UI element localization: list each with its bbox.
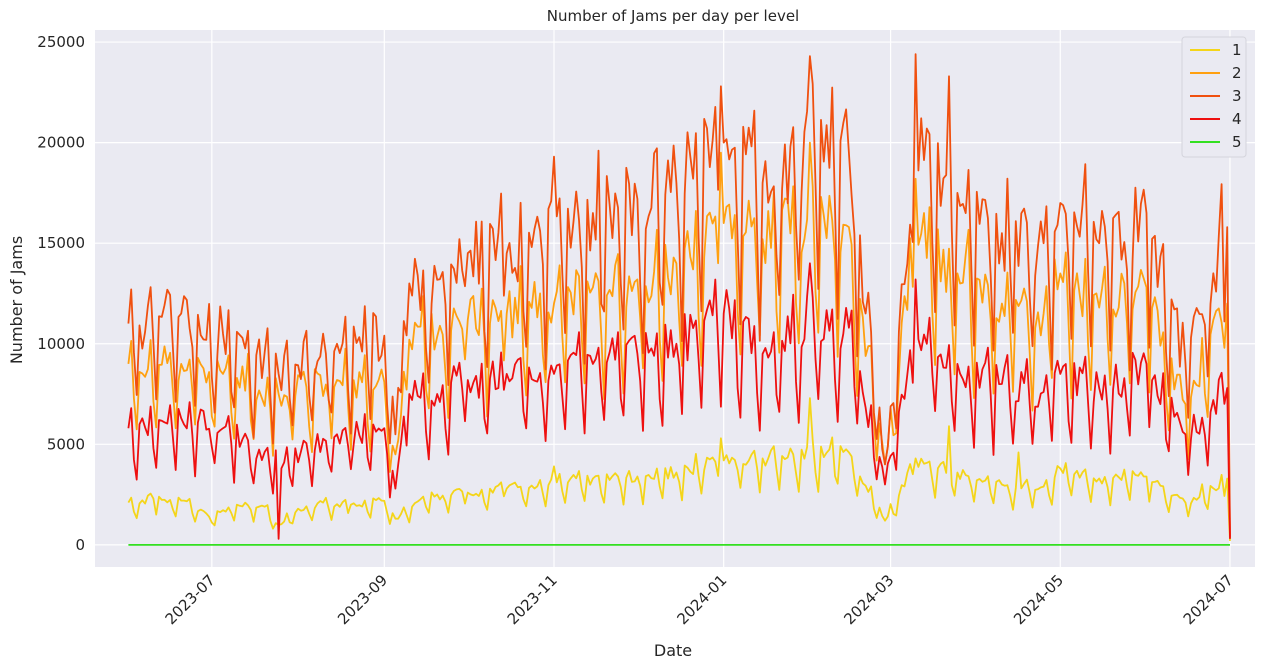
x-axis-label: Date — [654, 641, 692, 660]
chart-title: Number of Jams per day per level — [547, 7, 799, 25]
x-tick-label: 2023-07 — [162, 571, 219, 628]
y-tick-label: 0 — [75, 536, 85, 554]
y-tick-label: 20000 — [37, 134, 85, 152]
x-tick-label: 2023-09 — [334, 571, 391, 628]
series-line-3 — [127, 53, 1231, 537]
grid-lines — [95, 30, 1255, 567]
x-tick-label: 2024-03 — [840, 571, 897, 628]
y-tick-label: 25000 — [37, 33, 85, 51]
legend-label-1: 1 — [1232, 41, 1242, 59]
x-tick-label: 2024-05 — [1010, 571, 1067, 628]
y-tick-label: 10000 — [37, 335, 85, 353]
y-tick-label: 15000 — [37, 234, 85, 252]
x-axis-ticks: 2023-07 2023-09 2023-11 2024-01 2024-03 2024-… — [162, 571, 1237, 628]
legend-label-3: 3 — [1232, 87, 1242, 105]
legend-label-5: 5 — [1232, 133, 1242, 151]
plot-area-background — [95, 30, 1255, 567]
y-axis-ticks: 0 5000 10000 15000 20000 25000 — [37, 33, 85, 554]
x-tick-label: 2023-11 — [504, 571, 561, 628]
series-line-1 — [127, 397, 1231, 541]
y-tick-label: 5000 — [47, 435, 85, 453]
legend-label-2: 2 — [1232, 64, 1242, 82]
series-layer — [127, 53, 1231, 546]
legend: 1 2 3 4 5 — [1181, 36, 1247, 158]
x-tick-label: 2024-07 — [1180, 571, 1237, 628]
series-line-4 — [127, 262, 1231, 540]
series-line-2 — [127, 141, 1231, 539]
legend-label-4: 4 — [1232, 110, 1242, 128]
y-axis-label: Number of Jams — [7, 236, 26, 364]
x-tick-label: 2024-01 — [673, 571, 730, 628]
